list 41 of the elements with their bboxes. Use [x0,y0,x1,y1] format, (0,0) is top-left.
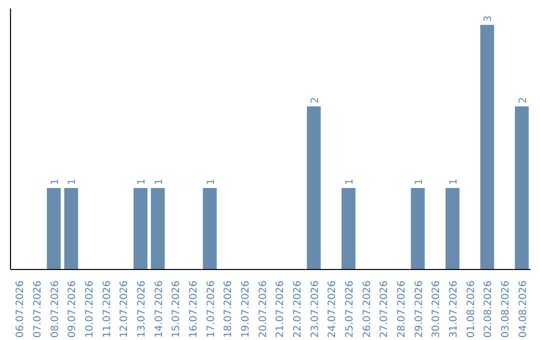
x-tick-label: 26.07.2026 [362,280,373,338]
data-label: 1 [344,178,356,185]
x-tick-label: 25.07.2026 [344,280,356,338]
data-label: 1 [154,178,165,185]
x-tick-label: 07.07.2026 [32,280,44,338]
x-tick-label: 16.07.2026 [188,280,200,338]
x-tick-label: 06.07.2026 [15,280,26,338]
data-label: 2 [518,97,529,104]
x-tick-label: 21.07.2026 [275,280,286,338]
x-tick-label: 13.07.2026 [136,280,148,338]
data-label: 1 [414,178,425,185]
x-tick-label: 04.08.2026 [518,280,529,338]
x-tick-label: 19.07.2026 [240,280,252,338]
data-label: 1 [136,178,148,185]
x-tick-label: 17.07.2026 [206,280,217,338]
x-tick-label: 09.07.2026 [67,280,78,338]
x-tick-label: 31.07.2026 [448,280,460,338]
x-tick-label: 11.07.2026 [102,280,113,338]
x-tick-label: 08.07.2026 [50,280,61,338]
x-tick-label: 02.08.2026 [483,280,494,338]
x-tick-label: 23.07.2026 [310,280,321,338]
x-tick-label: 29.07.2026 [414,280,425,338]
data-label: 1 [206,178,217,185]
x-tick-label: 27.07.2026 [379,280,390,338]
data-label: 1 [50,178,61,185]
data-label: 1 [67,178,78,185]
x-tick-label: 03.08.2026 [500,280,512,338]
x-tick-label: 10.07.2026 [84,280,96,338]
data-label: 2 [310,97,321,104]
x-tick-label: 12.07.2026 [119,280,130,338]
data-label: 1 [448,178,460,185]
x-tick-label: 01.08.2026 [466,280,477,338]
x-tick-label: 24.07.2026 [327,280,338,338]
x-tick-label: 15.07.2026 [171,280,182,338]
data-label: 3 [483,15,494,22]
x-tick-label: 18.07.2026 [223,280,234,338]
x-tick-label: 22.07.2026 [292,280,304,338]
x-tick-label: 14.07.2026 [154,280,165,338]
x-tick-label: 30.07.2026 [431,280,442,338]
x-tick-label: 28.07.2026 [396,280,408,338]
x-tick-label: 20.07.2026 [258,280,269,338]
